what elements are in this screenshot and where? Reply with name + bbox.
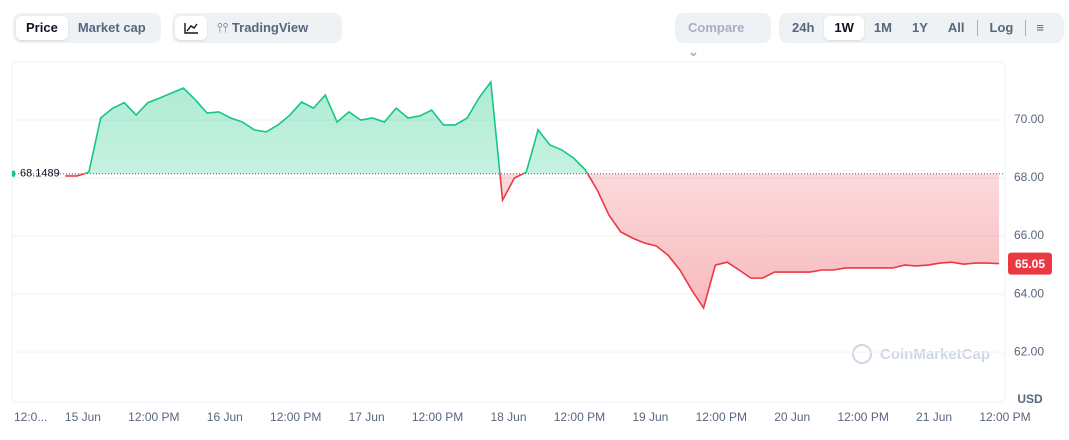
y-tick-label: 70.00 (1014, 112, 1044, 126)
range[interactable]: 24h (792, 20, 815, 35)
area-above (65, 82, 1000, 174)
x-tick-label: 12:00 PM (412, 410, 463, 424)
tab-label: TradingView (231, 20, 309, 35)
x-tick-label: 12:00 PM (979, 410, 1030, 424)
tab[interactable]: ⫯⫯ TradingView (217, 20, 309, 35)
x-tick-label: 12:00 PM (128, 410, 179, 424)
tab[interactable]: Price (16, 16, 68, 40)
x-tick-label: 17 Jun (349, 410, 385, 424)
range-tabs: 24h 1W 1M 1Y All Log ≡ (779, 13, 1064, 43)
x-tick-label: 12:0... (14, 410, 47, 424)
view-tabs: Price Market cap (13, 13, 161, 43)
range[interactable]: 1M (873, 20, 892, 35)
x-tick-label: 12:00 PM (270, 410, 321, 424)
x-tick-label: 15 Jun (65, 410, 101, 424)
x-tick-label: 12:00 PM (837, 410, 888, 424)
x-tick-label: 12:00 PM (554, 410, 605, 424)
x-tick-label: 19 Jun (632, 410, 668, 424)
watermark: CoinMarketCap (880, 346, 990, 363)
area-below (65, 173, 1000, 309)
plot-frame (11, 61, 1006, 403)
y-tick-label: 64.00 (1014, 286, 1044, 300)
y-tick-label: 62.00 (1014, 344, 1044, 358)
watermark-logo (852, 344, 872, 364)
price-line-above (81, 79, 589, 174)
line-icon[interactable] (175, 16, 207, 40)
separator (976, 20, 978, 36)
x-tick-label: 20 Jun (774, 410, 810, 424)
chart-tabs: ⫯⫯ TradingView (172, 13, 342, 43)
y-unit: USD (1017, 392, 1043, 406)
current-price-label: 65.05 (1015, 257, 1045, 271)
x-tick-label: 12:00 PM (696, 410, 747, 424)
baseline-marker (12, 170, 15, 177)
range[interactable]: 1W (824, 16, 864, 40)
compare-text: Compare (688, 20, 745, 35)
separator (1025, 20, 1027, 36)
settings[interactable]: ≡ (1036, 20, 1044, 35)
x-tick-label: 18 Jun (490, 410, 526, 424)
compare[interactable]: Compare ⌄ (675, 13, 771, 59)
x-tick-label: 16 Jun (207, 410, 243, 424)
y-tick-label: 66.00 (1014, 228, 1044, 242)
range[interactable]: 1Y (911, 20, 928, 35)
scale[interactable]: Log (989, 20, 1014, 35)
y-tick-label: 68.00 (1014, 170, 1044, 184)
baseline-label: 68.1489 (20, 168, 60, 180)
tab[interactable]: Market cap (77, 20, 146, 35)
range[interactable]: All (947, 20, 965, 35)
x-tick-label: 21 Jun (916, 410, 952, 424)
price-line-below (65, 173, 1000, 310)
compare-label: Compare ⌄ (688, 20, 745, 59)
current-price-tag (1008, 252, 1052, 275)
